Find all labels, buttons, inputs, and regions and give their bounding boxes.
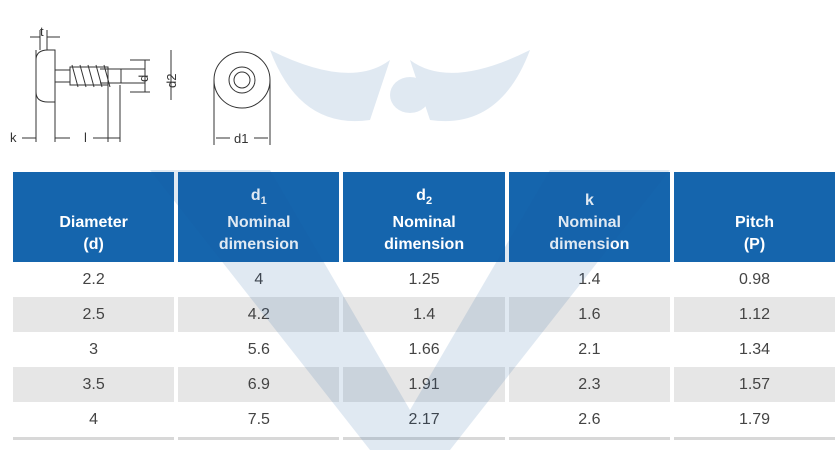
screw-dimensions-table: Diameter (d) d1 Nominal dimension d2 Nominal… [9,172,839,440]
header-line: (d) [83,236,104,253]
label-d2: d2 [164,74,179,88]
table-row: 3 5.6 1.66 2.1 1.34 [13,332,835,367]
subscript: 1 [260,195,267,207]
label-l: l [84,130,87,145]
table-header-row: Diameter (d) d1 Nominal dimension d2 Nominal… [13,172,835,262]
table-cell: 1.57 [674,367,835,402]
table-row: 2.2 4 1.25 1.4 0.98 [13,262,835,297]
table-row: 3.5 6.9 1.91 2.3 1.57 [13,367,835,402]
header-symbol: d2 [343,185,504,212]
table-cell: 2.6 [508,402,671,440]
table-cell: 6.9 [178,367,340,402]
table-cell: 3 [89,340,99,358]
header-line: Pitch [734,214,775,231]
table-cell: 2.2 [82,270,105,288]
label-d1: d1 [234,131,248,146]
header-line: dimension [218,236,299,253]
table-cell: 1.6 [508,297,671,332]
table-cell: 1.4 [343,297,505,332]
screw-head-top-view [213,51,271,145]
header-line: Nominal [227,214,291,231]
header-line: dimension [384,236,465,253]
table-cell: 1.4 [578,270,601,288]
header-d1: d1 Nominal dimension [178,172,340,262]
table-cell: 1.12 [674,297,835,332]
table-cell: 2.17 [343,402,505,440]
screw-side-view [22,30,172,142]
table-cell: 4 [13,402,175,440]
table-cell: 1.66 [408,340,440,358]
table-cell: 4 [254,270,264,288]
header-symbol: k [584,192,594,209]
label-t: t [40,24,44,39]
table-cell: 0.98 [738,270,771,288]
label-d: d [136,75,151,82]
table-cell: 3.5 [13,367,175,402]
header-diameter: Diameter (d) [13,172,175,262]
symbol: d [250,186,261,204]
table-cell: 1.25 [408,270,440,288]
header-line: dimension [549,236,630,253]
table-cell: 7.5 [178,402,340,440]
table-cell: 4.2 [178,297,340,332]
header-symbol: d1 [178,185,339,212]
label-k: k [10,130,17,145]
table-cell: 1.91 [343,367,505,402]
header-line: (P) [743,236,766,253]
table-cell: 2.3 [508,367,671,402]
header-pitch: Pitch (P) [674,172,835,262]
table-cell: 5.6 [247,340,270,358]
header-line: Diameter [59,214,128,231]
table-cell: 2.1 [578,340,601,358]
header-line: Nominal [392,214,456,231]
symbol: d [416,186,426,204]
table-row: 2.5 4.2 1.4 1.6 1.12 [13,297,835,332]
table-cell: 1.34 [738,340,771,358]
header-line: Nominal [557,214,621,231]
table-cell: 2.5 [13,297,175,332]
header-k: k Nominal dimension [508,172,671,262]
table-body: 2.2 4 1.25 1.4 0.98 2.5 4.2 1.4 1.6 1.12 3 5.6 1.66 2… [13,262,835,440]
subscript: 2 [425,195,433,207]
table-cell: 1.79 [674,402,835,440]
header-d2: d2 Nominal dimension [343,172,505,262]
table-row: 4 7.5 2.17 2.6 1.79 [13,402,835,440]
screw-technical-drawing: t k l d d2 d1 [10,24,271,146]
